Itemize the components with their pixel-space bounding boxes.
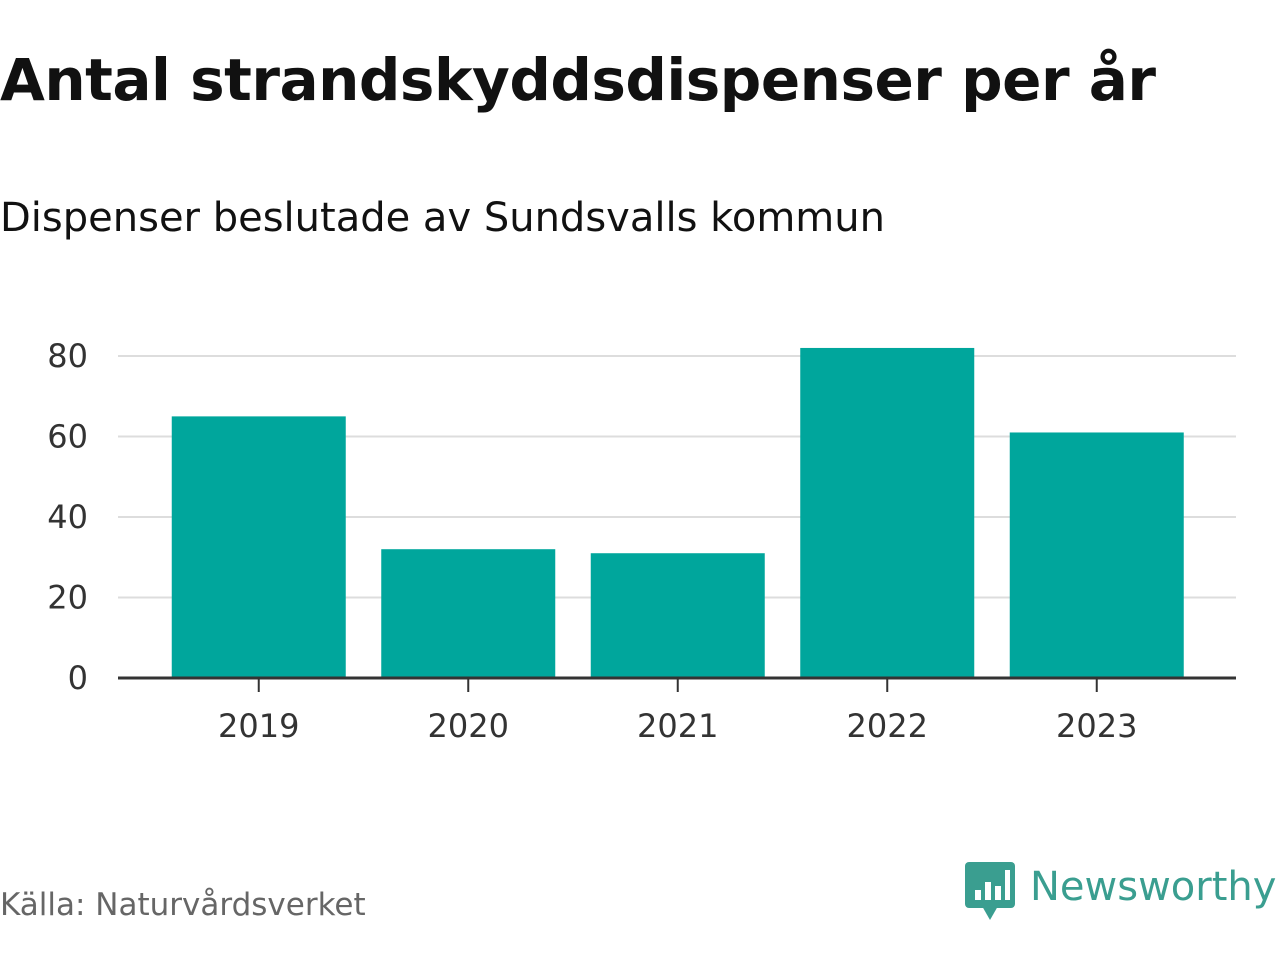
y-tick-label-60: 60 [47, 418, 88, 456]
bars [171, 347, 1184, 678]
chart-title: Antal strandskyddsdispenser per år [0, 46, 1156, 114]
x-tick-label-2020: 2020 [428, 707, 509, 745]
brand-name: Newsworthy [1030, 864, 1277, 910]
axes: 0 20 40 60 80 2019 2020 2021 2022 2023 [47, 337, 1236, 745]
y-tick-label-40: 40 [47, 498, 88, 536]
chart-subtitle: Dispenser beslutade av Sundsvalls kommun [0, 195, 885, 241]
y-tick-label-0: 0 [68, 659, 88, 697]
x-tick-label-2019: 2019 [218, 707, 299, 745]
bar-2021 [590, 553, 765, 678]
y-tick-label-20: 20 [47, 579, 88, 617]
x-tick-label-2023: 2023 [1056, 707, 1137, 745]
y-tick-label-80: 80 [47, 337, 88, 375]
bar-2022 [800, 347, 975, 678]
bar-2019 [171, 416, 346, 678]
x-tick-label-2021: 2021 [637, 707, 718, 745]
bar-2020 [381, 549, 556, 678]
newsworthy-logo-icon [965, 862, 1015, 920]
brand: Newsworthy [964, 860, 1276, 924]
bar-2023 [1009, 432, 1184, 678]
source-note: Källa: Naturvårdsverket [0, 887, 366, 923]
x-tick-label-2022: 2022 [847, 707, 928, 745]
